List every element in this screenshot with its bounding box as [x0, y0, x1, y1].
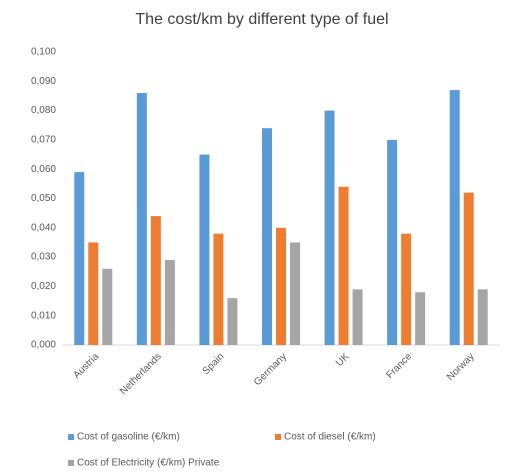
legend-swatch: [275, 434, 281, 440]
bar: [401, 233, 412, 345]
x-tick-label: Germany: [252, 351, 289, 388]
legend-swatch: [68, 460, 74, 466]
bar: [276, 227, 286, 345]
bar: [227, 298, 238, 345]
y-tick-label: 0,090: [31, 76, 56, 87]
x-tick-label: Spain: [201, 351, 227, 377]
y-tick-label: 0,050: [31, 193, 56, 204]
bar: [150, 216, 161, 345]
y-tick-label: 0,030: [31, 252, 56, 263]
bar: [164, 260, 175, 345]
y-tick-label: 0,060: [31, 164, 56, 175]
bar: [199, 154, 210, 345]
bar: [74, 172, 85, 345]
y-tick-label: 0,100: [31, 47, 56, 58]
y-tick-label: 0,040: [31, 222, 56, 233]
legend-swatch: [68, 434, 74, 440]
y-tick-label: 0,020: [31, 281, 56, 292]
y-tick-label: 0,000: [31, 340, 56, 351]
bar: [338, 186, 349, 345]
bar: [463, 192, 474, 345]
y-tick-label: 0,010: [31, 310, 56, 321]
bar: [213, 233, 224, 345]
legend-label: Cost of diesel (€/km): [284, 432, 376, 443]
x-tick-label: France: [384, 351, 414, 381]
bar: [415, 292, 426, 345]
bar: [102, 268, 113, 345]
bar: [352, 289, 363, 345]
legend-label: Cost of gasoline (€/km): [77, 432, 180, 443]
x-tick-label: Netherlands: [118, 351, 164, 397]
bar: [387, 139, 398, 345]
bar: [136, 93, 147, 346]
x-tick-label: UK: [334, 351, 352, 369]
bar: [290, 242, 300, 345]
legend-label: Cost of Electricity (€/km) Private: [77, 458, 220, 469]
x-tick-label: Norway: [445, 351, 477, 383]
bar: [477, 289, 488, 345]
chart-title: The cost/km by different type of fuel: [135, 11, 388, 28]
y-tick-label: 0,070: [31, 135, 56, 146]
y-tick-label: 0,080: [31, 105, 56, 116]
bar: [262, 128, 272, 345]
x-tick-label: Austria: [71, 351, 101, 381]
bar: [449, 90, 460, 345]
bar: [324, 110, 335, 345]
bar: [88, 242, 99, 345]
